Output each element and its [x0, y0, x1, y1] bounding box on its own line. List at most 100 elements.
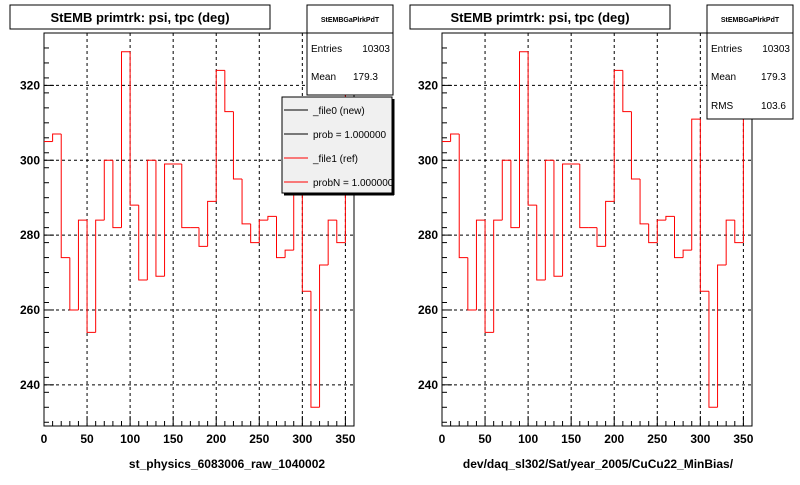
left-bin-26 [267, 215, 277, 221]
right-stats-entries-value: 10303 [762, 44, 790, 55]
right-bin-19 [605, 200, 615, 247]
left-stats-name: StEMBGaPlrkPdT [321, 17, 380, 24]
right-bin-16 [579, 164, 589, 229]
left-ticks: 0 50 100 150 200 250 300 350 240 260 280 300 320 [20, 47, 356, 446]
legend-label-1: prob = 1.000000 [313, 130, 387, 141]
left-xtick-label-200: 200 [206, 432, 226, 446]
left-ytick-label-320: 320 [20, 78, 40, 92]
right-bin-13 [553, 160, 563, 277]
left-bin-27 [276, 216, 286, 259]
left-bin-20 [215, 69, 225, 202]
left-bin-19 [207, 200, 217, 247]
right-panel: 0 50 100 150 200 250 300 350 240 260 280 300 320 StE… [409, 4, 794, 471]
right-bin-31 [708, 291, 718, 408]
right-ytick-label-280: 280 [418, 228, 438, 242]
left-stats-mean-value: 179.3 [353, 72, 378, 83]
right-bin-4 [475, 219, 486, 310]
right-stats-name: StEMBGaPlrkPdT [721, 17, 780, 24]
left-stats-entries-value: 10303 [362, 44, 390, 55]
left-bin-5 [86, 220, 96, 333]
right-title: StEMB primtrk: psi, tpc (deg) [450, 10, 629, 25]
right-xtick-label-250: 250 [647, 432, 667, 446]
legend-label-2: _file1 (ref) [312, 154, 358, 165]
right-histogram-series [442, 51, 752, 408]
left-xlabel: st_physics_6083006_raw_1040002 [129, 457, 325, 471]
left-xtick-label-150: 150 [163, 432, 183, 446]
right-stats-mean-value: 179.3 [761, 72, 786, 83]
right-bin-14 [562, 163, 572, 277]
right-bin-27 [674, 216, 684, 259]
left-title: StEMB primtrk: psi, tpc (deg) [50, 10, 229, 25]
right-xtick-label-150: 150 [561, 432, 581, 446]
left-xtick-label-0: 0 [41, 432, 48, 446]
right-xtick-label-0: 0 [439, 432, 446, 446]
right-bin-8 [510, 160, 520, 229]
left-bin-12 [146, 159, 156, 281]
right-bin-34 [734, 220, 744, 244]
right-stats-rms-label: RMS [711, 101, 734, 112]
right-bin-21 [622, 70, 632, 113]
left-xtick-label-50: 50 [80, 432, 94, 446]
right-bin-9 [519, 51, 529, 228]
left-bin-21 [224, 70, 234, 113]
right-title-box [409, 4, 671, 30]
right-bin-25 [656, 219, 666, 243]
left-title-box [9, 4, 271, 30]
left-ytick-label-280: 280 [20, 228, 40, 242]
right-xtick-label-350: 350 [733, 432, 753, 446]
right-xtick-label-50: 50 [478, 432, 492, 446]
right-bin-12 [544, 159, 554, 281]
left-bin-34 [336, 220, 346, 244]
right-bin-23 [639, 178, 649, 225]
right-bin-3 [467, 257, 477, 311]
right-bin-30 [699, 119, 709, 292]
right-stats-entries-label: Entries [711, 44, 742, 55]
left-xtick-label-350: 350 [335, 432, 355, 446]
legend-entries: _file0 (new) prob = 1.000000 _file1 (ref) p… [284, 106, 394, 189]
left-histogram-series [44, 51, 354, 408]
right-ytick-label-240: 240 [418, 378, 438, 392]
left-bin-32 [319, 264, 329, 408]
left-bin-10 [129, 51, 139, 206]
right-bin-26 [665, 215, 675, 221]
left-stats-entries-label: Entries [311, 44, 342, 55]
left-bin-23 [241, 178, 251, 225]
right-stats-rms-value: 103.6 [761, 101, 786, 112]
left-bin-11 [138, 205, 148, 281]
left-ytick-label-240: 240 [20, 378, 40, 392]
right-bin-10 [527, 51, 537, 206]
left-stats-mean-label: Mean [311, 72, 336, 83]
legend-label-0: _file0 (new) [312, 106, 365, 117]
right-ytick-label-320: 320 [418, 78, 438, 92]
left-bin-22 [232, 111, 243, 180]
right-bin-29 [691, 118, 701, 251]
right-bin-32 [717, 264, 727, 408]
right-bin-20 [613, 69, 623, 202]
left-bin-9 [121, 51, 131, 228]
left-bin-33 [327, 219, 337, 266]
left-stats-box [306, 4, 394, 96]
right-bin-18 [596, 227, 606, 247]
left-panel: 0 50 100 150 200 250 300 350 240 260 280 300 320 StE… [9, 4, 395, 471]
right-ytick-label-260: 260 [418, 303, 438, 317]
right-bin-11 [536, 205, 546, 281]
left-ytick-label-260: 260 [20, 303, 40, 317]
left-bin-6 [95, 219, 105, 333]
left-xtick-label-100: 100 [120, 432, 140, 446]
left-bin-16 [181, 164, 191, 229]
right-bin-22 [630, 111, 641, 180]
right-xtick-label-100: 100 [518, 432, 538, 446]
right-bin-33 [725, 219, 735, 266]
right-xtick-label-300: 300 [690, 432, 710, 446]
left-bin-28 [284, 249, 294, 258]
right-bin-7 [501, 159, 511, 221]
left-bin-25 [258, 219, 268, 243]
left-xtick-label-300: 300 [292, 432, 312, 446]
left-xtick-label-250: 250 [249, 432, 269, 446]
left-bin-18 [198, 227, 208, 247]
right-stats-mean-label: Mean [711, 72, 736, 83]
right-ticks: 0 50 100 150 200 250 300 350 240 260 280 300 320 [418, 47, 754, 446]
left-bin-13 [155, 160, 165, 277]
left-bin-2 [60, 134, 70, 259]
